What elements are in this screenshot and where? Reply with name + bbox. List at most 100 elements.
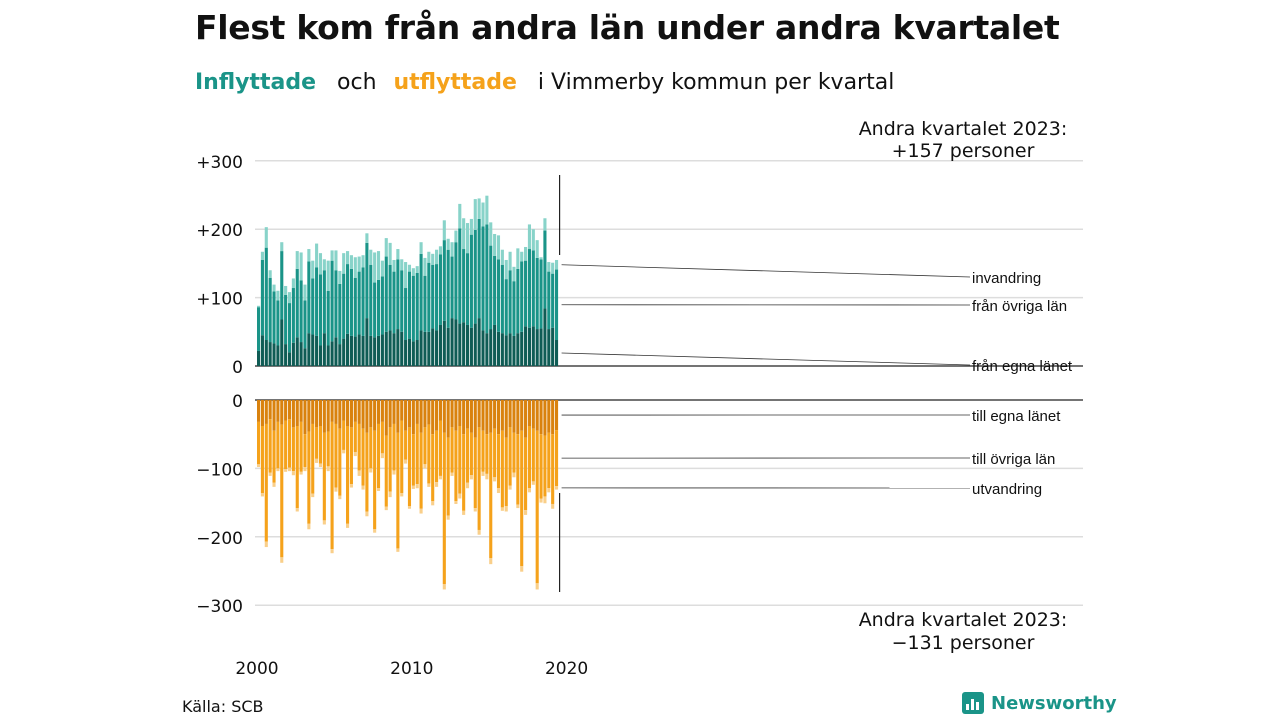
- outflow-own-bar: [427, 400, 431, 425]
- inflow-own-bar: [376, 335, 381, 366]
- inflow-abroad-bar: [361, 255, 365, 268]
- inflow-own-bar: [508, 333, 512, 366]
- outflow-other-bar: [264, 423, 268, 542]
- inflow-other-bar: [404, 288, 408, 341]
- outflow-other-bar: [477, 427, 481, 530]
- outflow-abroad-bar: [295, 508, 299, 512]
- inflow-other-bar: [481, 226, 485, 331]
- inflow-own-bar: [462, 322, 466, 366]
- outflow-abroad-bar: [330, 549, 334, 554]
- inflow-other-bar: [504, 279, 508, 336]
- inflow-other-bar: [415, 272, 419, 341]
- inflow-own-bar: [315, 335, 319, 366]
- outflow-abroad-bar: [315, 458, 319, 463]
- inflow-own-bar: [504, 335, 508, 366]
- inflow-own-bar: [431, 328, 435, 366]
- outflow-other-bar: [547, 432, 551, 489]
- annotation-bottom-line2: −131 personer: [892, 632, 1035, 654]
- outflow-other-bar: [527, 425, 531, 489]
- inflow-own-bar: [458, 323, 462, 366]
- outflow-other-bar: [291, 427, 295, 472]
- outflow-other-bar: [427, 424, 431, 484]
- inflow-other-bar: [524, 260, 528, 327]
- inflow-other-bar: [400, 270, 404, 332]
- inflow-own-bar: [516, 333, 520, 366]
- y-tick-label-top: 0: [232, 358, 243, 378]
- outflow-abroad-bar: [369, 468, 373, 473]
- outflow-abroad-bar: [438, 475, 442, 480]
- inflow-other-bar: [272, 291, 276, 344]
- outflow-other-bar: [257, 421, 261, 465]
- outflow-own-bar: [516, 400, 520, 435]
- outflow-abroad-bar: [508, 485, 512, 490]
- outflow-own-bar: [520, 400, 524, 431]
- outflow-other-bar: [272, 430, 276, 483]
- outflow-other-bar: [531, 428, 535, 482]
- inflow-other-bar: [349, 268, 353, 336]
- outflow-own-bar: [554, 400, 559, 431]
- inflow-other-bar: [520, 261, 524, 332]
- outflow-abroad-bar: [435, 482, 439, 487]
- inflow-other-bar: [260, 259, 264, 336]
- outflow-abroad-bar: [373, 529, 377, 533]
- inflow-abroad-bar: [462, 218, 466, 250]
- inflow-other-bar: [465, 253, 470, 325]
- inflow-own-bar: [435, 330, 439, 366]
- outflow-abroad-bar: [264, 541, 268, 548]
- inflow-own-bar: [465, 324, 470, 366]
- inflow-other-bar: [276, 300, 280, 346]
- outflow-other-bar: [353, 421, 357, 452]
- outflow-other-bar: [299, 421, 303, 472]
- outflow-own-bar: [276, 400, 280, 422]
- inflow-own-bar: [450, 318, 454, 366]
- outflow-abroad-bar: [477, 529, 481, 535]
- outflow-other-bar: [465, 428, 470, 483]
- inflow-own-bar: [338, 344, 342, 366]
- inflow-abroad-bar: [307, 249, 311, 262]
- inflow-abroad-bar: [384, 238, 388, 257]
- inflow-other-bar: [307, 261, 311, 334]
- outflow-other-bar: [346, 425, 350, 524]
- inflow-other-bar: [338, 283, 342, 345]
- inflow-abroad-bar: [411, 268, 415, 276]
- outflow-abroad-bar: [543, 496, 547, 504]
- inflow-own-bar: [423, 331, 427, 366]
- outflow-own-bar: [543, 400, 547, 436]
- outflow-own-bar: [342, 400, 346, 421]
- bar-chart-icon: [962, 692, 984, 714]
- outflow-own-bar: [547, 400, 551, 433]
- outflow-own-bar: [369, 400, 373, 428]
- outflow-own-bar: [346, 400, 350, 426]
- outflow-abroad-bar: [415, 484, 419, 489]
- inflow-other-bar: [318, 274, 323, 346]
- inflow-other-bar: [554, 269, 559, 341]
- outflow-abroad-bar: [299, 471, 303, 475]
- inflow-own-bar: [473, 323, 477, 366]
- inflow-own-bar: [357, 334, 361, 366]
- outflow-own-bar: [435, 400, 439, 431]
- inflow-other-bar: [303, 300, 307, 349]
- outflow-abroad-bar: [396, 548, 400, 552]
- outflow-abroad-bar: [334, 487, 338, 492]
- inflow-other-bar: [346, 264, 350, 334]
- outflow-own-bar: [384, 400, 388, 436]
- outflow-other-bar: [419, 432, 423, 509]
- outflow-abroad-bar: [276, 468, 280, 472]
- inflow-other-bar: [322, 270, 326, 334]
- outflow-abroad-bar: [454, 501, 458, 504]
- inflow-own-bar: [543, 308, 547, 366]
- outflow-abroad-bar: [473, 508, 477, 512]
- inflow-other-bar: [458, 228, 462, 324]
- outflow-abroad-bar: [287, 467, 292, 472]
- outflow-abroad-bar: [272, 482, 276, 487]
- inflow-own-bar: [295, 337, 299, 366]
- y-tick-label-top: +100: [196, 290, 243, 310]
- inflow-other-bar: [407, 271, 412, 339]
- inflow-abroad-bar: [280, 242, 284, 252]
- inflow-own-bar: [524, 326, 528, 366]
- inflow-own-bar: [334, 337, 338, 366]
- inflow-own-bar: [353, 336, 357, 366]
- inflow-other-bar: [280, 251, 284, 320]
- outflow-own-bar: [311, 400, 315, 424]
